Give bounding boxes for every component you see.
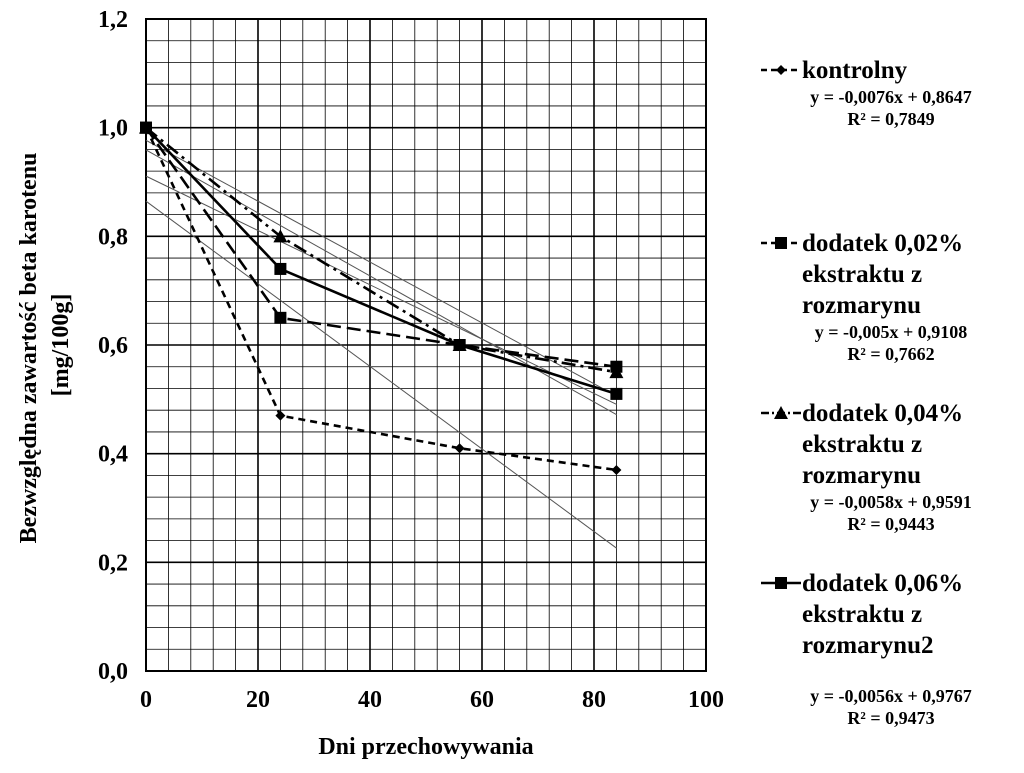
legend-key-marker	[774, 406, 788, 419]
y-tick-label: 0,6	[98, 333, 128, 359]
major-gridlines	[146, 19, 706, 671]
trendline-equation: y = -0,0056x + 0,9767	[810, 686, 972, 706]
legend-key-marker	[775, 237, 787, 249]
legend-entry-kontrolny: kontrolny y = -0,0076x + 0,8647 R² = 0,7…	[760, 55, 1022, 130]
y-tick-label: 0,8	[98, 224, 128, 250]
legend-key-dodatek-002	[761, 237, 801, 249]
series-line	[145, 126, 617, 374]
y-tick-label: 0,4	[98, 442, 128, 468]
trendline-r-squared: R² = 0,9443	[847, 514, 935, 534]
series-line	[144, 126, 617, 369]
data-point	[609, 365, 624, 379]
series-line	[144, 127, 617, 472]
x-tick-label: 60	[470, 687, 494, 713]
legend-label: dodatek 0,04% ekstraktu z rozmarynu	[802, 400, 964, 489]
x-tick-label: 0	[140, 687, 152, 713]
legend-key-marker	[776, 65, 786, 75]
data-point	[140, 121, 152, 134]
x-axis-title: Dni przechowywania	[318, 734, 533, 760]
trendline	[145, 200, 617, 549]
series-markers	[139, 120, 624, 475]
y-tick-labels: 0,0 0,2 0,4 0,6 0,8 1,0 1,2	[98, 7, 128, 685]
data-point	[454, 443, 465, 454]
trendline-equation: y = -0,0058x + 0,9591	[810, 492, 972, 512]
x-tick-label: 80	[582, 687, 606, 713]
data-point	[611, 464, 622, 475]
x-tick-label: 20	[246, 687, 270, 713]
data-point	[610, 387, 623, 400]
trendline	[145, 175, 617, 405]
trendline-r-squared: R² = 0,7849	[847, 109, 935, 129]
x-tick-label: 100	[688, 687, 724, 713]
x-tick-label: 40	[358, 687, 382, 713]
trendline-r-squared: R² = 0,7662	[847, 344, 935, 364]
trendline	[145, 139, 617, 397]
legend-key-marker	[775, 577, 787, 589]
y-tick-label: 0,2	[98, 550, 128, 576]
legend-key-dodatek-004	[761, 406, 801, 419]
series-lines	[144, 126, 617, 472]
legend-label: dodatek 0,02% ekstraktu z rozmarynu	[802, 230, 964, 319]
data-point	[274, 262, 287, 275]
legend-key-dodatek-006	[761, 577, 801, 589]
y-tick-label: 0,0	[98, 659, 128, 685]
y-axis-title-line-1: Bezwzględna zawartość beta karotenu	[16, 153, 42, 544]
y-tick-label: 1,0	[98, 116, 128, 142]
legend-key-kontrolny	[761, 65, 801, 75]
legend-label: dodatek 0,06% ekstraktu z rozmarynu2	[802, 570, 964, 659]
trendline-equation: y = -0,005x + 0,9108	[814, 322, 968, 342]
series-line	[145, 126, 617, 396]
data-point	[273, 229, 288, 243]
data-point	[275, 410, 286, 421]
trendline-r-squared: R² = 0,9473	[847, 708, 935, 728]
legend-entry-dodatek-006: dodatek 0,06% ekstraktu z rozmarynu2 y =…	[760, 568, 1022, 729]
legend-label: kontrolny	[802, 57, 908, 84]
y-tick-label: 1,2	[98, 7, 128, 33]
y-axis-title: Bezwzględna zawartość beta karotenu [mg/…	[16, 147, 74, 544]
y-axis-title-line-2: [mg/100g]	[48, 294, 74, 397]
x-tick-labels: 0 20 40 60 80 100	[140, 687, 724, 713]
legend-entry-dodatek-002: dodatek 0,02% ekstraktu z rozmarynu y = …	[760, 228, 1022, 365]
trendline-equation: y = -0,0076x + 0,8647	[810, 87, 972, 107]
legend-entry-dodatek-004: dodatek 0,04% ekstraktu z rozmarynu y = …	[760, 398, 1022, 535]
data-point	[274, 311, 287, 324]
plot-area-border	[145, 18, 707, 672]
data-point	[453, 339, 466, 351]
